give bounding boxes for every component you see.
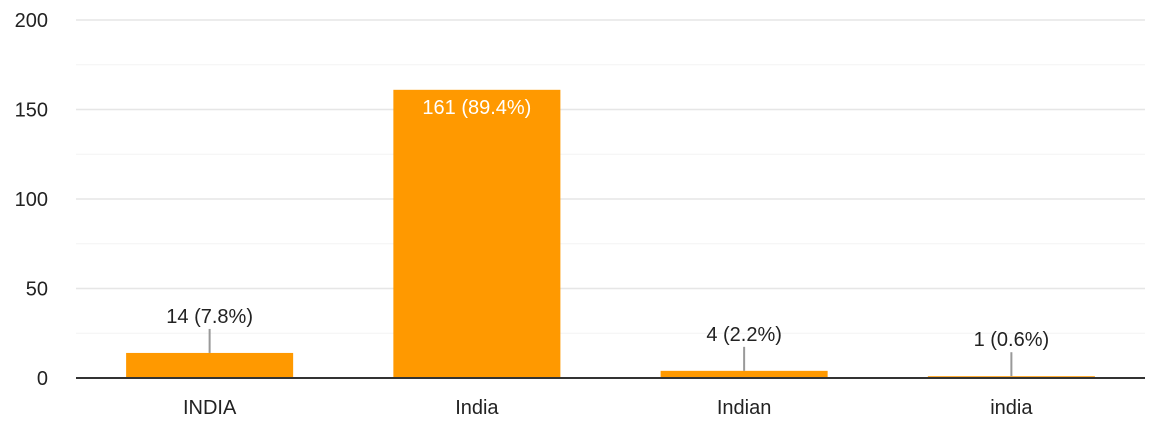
gridlines [76,19,1145,334]
data-label: 1 (0.6%) [974,329,1050,351]
bar-india-1 [393,89,561,378]
bar-indian-2 [660,370,828,378]
x-category-label: Indian [717,397,772,419]
y-tick-label: 0 [37,368,48,390]
x-category-label: INDIA [183,397,237,419]
y-tick-label: 100 [15,189,48,211]
y-tick-label: 50 [26,279,48,301]
data-label: 14 (7.8%) [166,306,253,328]
bar-india-0 [126,352,294,378]
x-axis: INDIA India Indian india [76,377,1145,419]
data-label: 161 (89.4%) [422,97,531,119]
x-category-label: india [990,397,1033,419]
x-category-label: India [455,397,499,419]
data-labels: 14 (7.8%) 161 (89.4%) 4 (2.2%) 1 (0.6%) [166,97,1050,377]
y-axis: 0 50 100 150 200 [15,10,48,390]
data-label: 4 (2.2%) [706,324,782,346]
bars [126,89,1095,378]
y-tick-label: 150 [15,100,48,122]
y-tick-label: 200 [15,10,48,32]
